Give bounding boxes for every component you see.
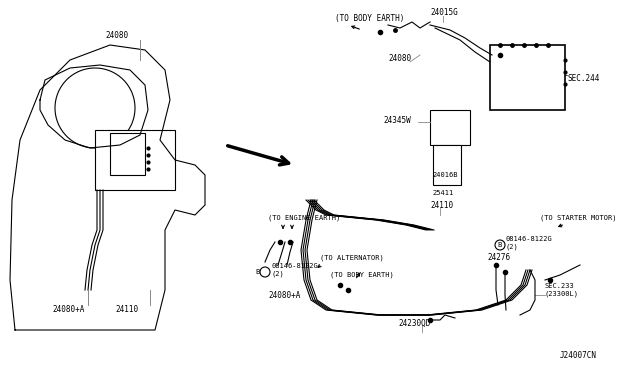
- Text: 24080+A: 24080+A: [268, 291, 300, 299]
- FancyBboxPatch shape: [95, 130, 175, 190]
- Text: 08146-8122G
(2): 08146-8122G (2): [272, 263, 319, 277]
- Text: 24276: 24276: [487, 253, 510, 263]
- Text: B: B: [498, 242, 502, 248]
- Text: (TO ENGINE EARTH): (TO ENGINE EARTH): [268, 215, 340, 221]
- Text: B: B: [256, 269, 260, 275]
- Text: 24016B: 24016B: [432, 172, 458, 178]
- Text: 24080: 24080: [388, 54, 411, 62]
- Text: 24015G: 24015G: [430, 7, 458, 16]
- Text: 08146-8122G
(2): 08146-8122G (2): [506, 236, 553, 250]
- Text: 24110: 24110: [115, 305, 138, 314]
- Text: (TO BODY EARTH): (TO BODY EARTH): [335, 13, 404, 22]
- Circle shape: [260, 267, 270, 277]
- Text: 25411: 25411: [432, 190, 453, 196]
- Circle shape: [495, 240, 505, 250]
- Text: (TO BODY EARTH): (TO BODY EARTH): [330, 272, 394, 278]
- Text: (TO ALTERNATOR): (TO ALTERNATOR): [320, 255, 384, 261]
- Text: J24007CN: J24007CN: [560, 350, 597, 359]
- Text: 24080+A: 24080+A: [52, 305, 84, 314]
- Text: 24080: 24080: [105, 31, 128, 39]
- FancyBboxPatch shape: [430, 110, 470, 145]
- Text: 24345W: 24345W: [383, 115, 411, 125]
- FancyBboxPatch shape: [433, 145, 461, 185]
- FancyBboxPatch shape: [110, 133, 145, 175]
- Text: 24230QD: 24230QD: [398, 318, 430, 327]
- Text: (TO STARTER MOTOR): (TO STARTER MOTOR): [540, 215, 616, 221]
- Text: SEC.244: SEC.244: [568, 74, 600, 83]
- FancyBboxPatch shape: [490, 45, 565, 110]
- Text: SEC.233
(23300L): SEC.233 (23300L): [545, 283, 579, 297]
- Text: 24110: 24110: [430, 201, 453, 209]
